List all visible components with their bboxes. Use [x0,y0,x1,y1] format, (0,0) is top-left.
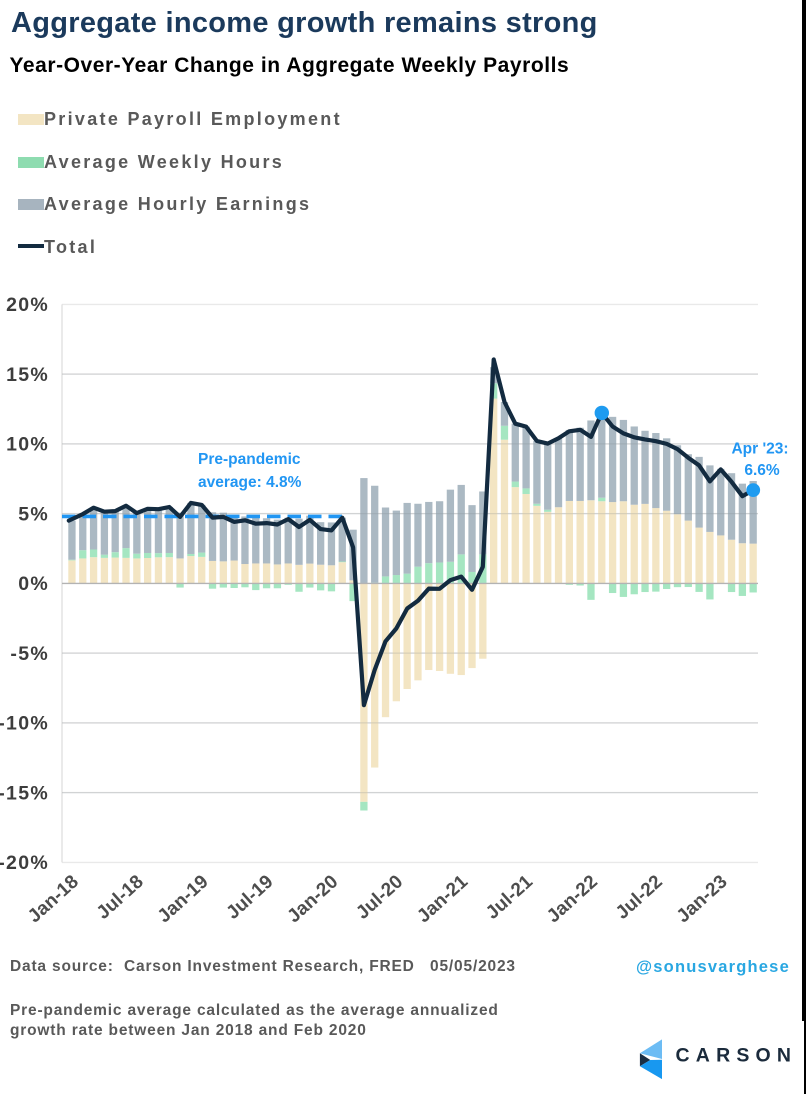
svg-text:Jan-22: Jan-22 [543,871,602,927]
svg-text:-20%: -20% [0,852,49,874]
svg-text:Jul-21: Jul-21 [482,871,537,924]
svg-text:Jan-18: Jan-18 [24,871,83,927]
svg-text:CARSON: CARSON [676,1045,798,1067]
svg-text:10%: 10% [6,434,49,456]
svg-text:Jan-23: Jan-23 [673,871,732,927]
svg-text:6.6%: 6.6% [744,462,780,479]
svg-text:Jul-19: Jul-19 [223,871,278,923]
svg-text:20%: 20% [6,294,49,316]
svg-text:15%: 15% [6,364,49,386]
svg-text:Jan-21: Jan-21 [413,871,472,927]
svg-text:-10%: -10% [0,713,49,735]
svg-text:5%: 5% [18,503,49,525]
svg-text:Jul-18: Jul-18 [93,871,148,923]
svg-text:-5%: -5% [10,643,49,665]
svg-text:Apr '23:: Apr '23: [731,441,788,458]
svg-text:Jul-20: Jul-20 [352,871,407,923]
svg-text:Jan-19: Jan-19 [154,871,213,927]
svg-text:-15%: -15% [0,782,49,804]
svg-text:Jul-22: Jul-22 [612,871,667,923]
svg-text:Jan-20: Jan-20 [284,871,343,927]
svg-text:average: 4.8%: average: 4.8% [198,474,302,491]
svg-text:0%: 0% [18,573,49,595]
svg-text:Pre-pandemic: Pre-pandemic [198,451,301,468]
